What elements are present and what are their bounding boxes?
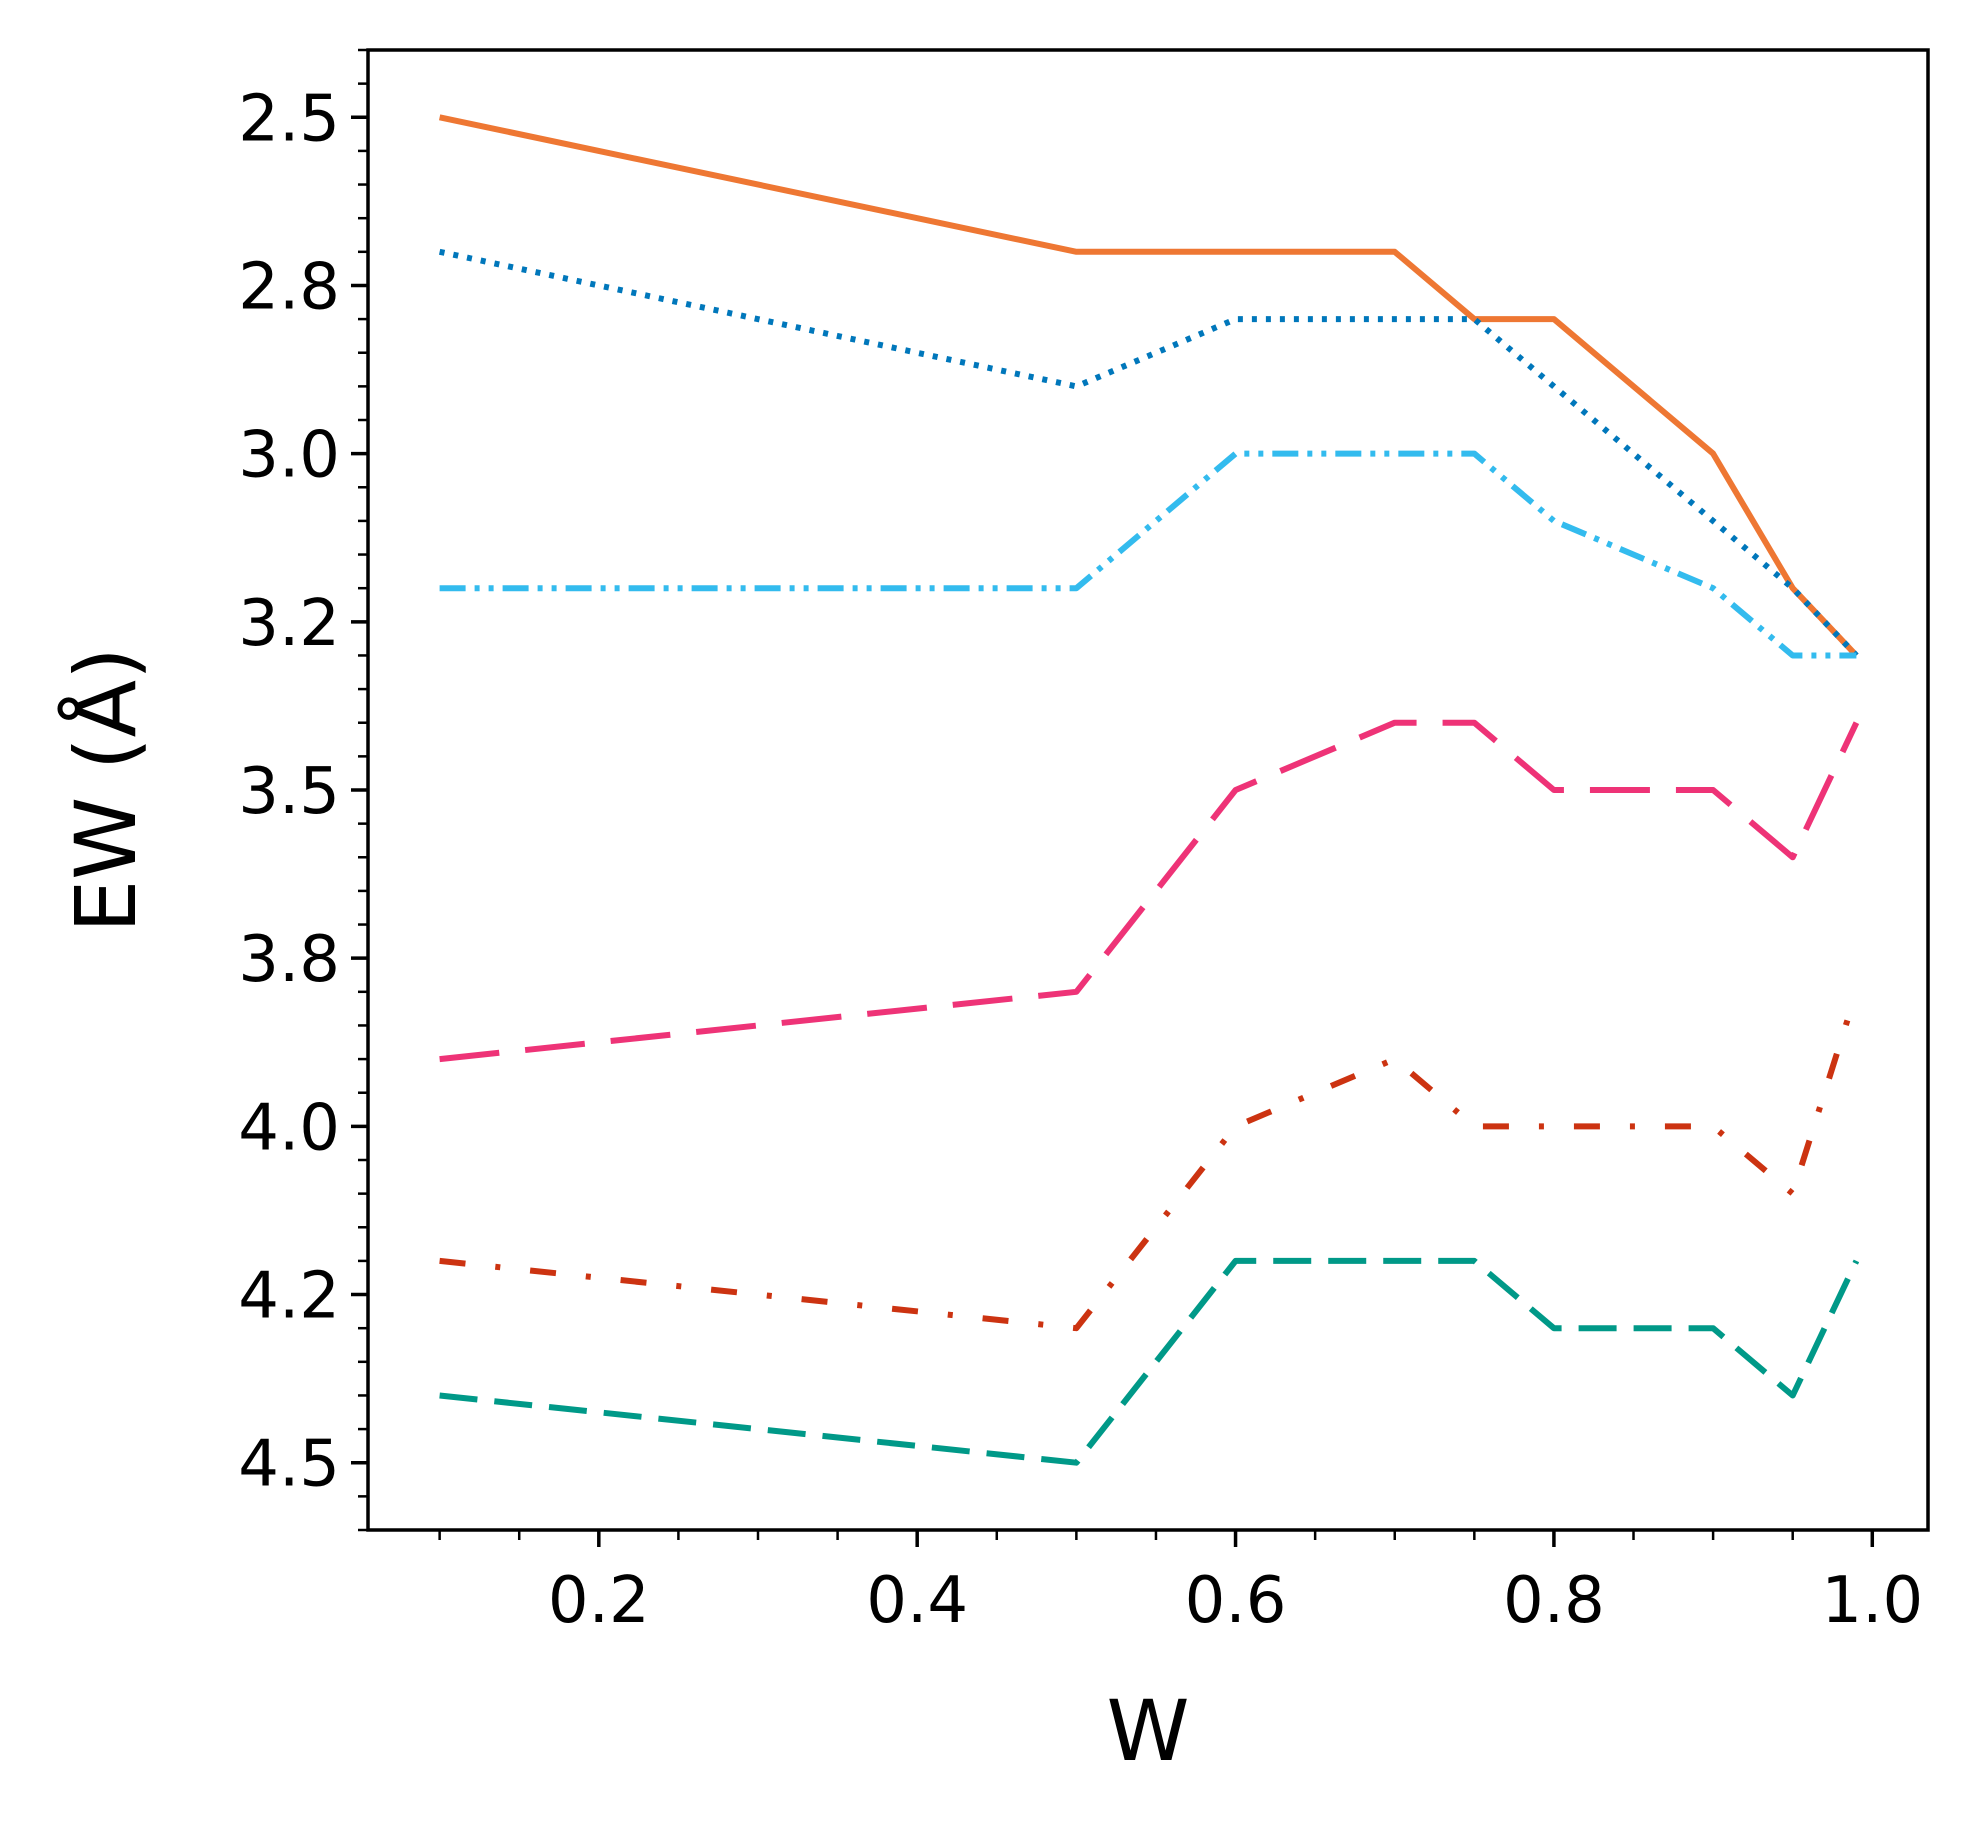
y-tick-label: 2.5 — [238, 82, 340, 156]
x-tick-label: 1.0 — [1821, 1564, 1923, 1638]
y-tick-label: 4.0 — [238, 1091, 340, 1165]
series-line-6-dashed — [439, 1257, 1860, 1466]
x-tick-label: 0.8 — [1503, 1564, 1605, 1638]
y-tick-label: 3.0 — [238, 419, 340, 493]
ticks-layer: 0.2 0.4 0.6 0.8 1.0 2.5 2.8 3.0 3.2 3.5 3.8 4.0 4.2 4… — [238, 48, 1923, 1638]
y-tick-label: 4.2 — [238, 1260, 340, 1334]
x-tick-label: 0.4 — [866, 1564, 968, 1638]
series-line-1-solid — [438, 114, 1859, 658]
series-line-3-dashdotdot — [439, 450, 1857, 659]
x-tick-label: 0.6 — [1185, 1564, 1287, 1638]
y-tick-label: 2.8 — [238, 250, 340, 324]
y-tick-label: 3.2 — [238, 587, 340, 661]
y-tick-label: 3.8 — [238, 923, 340, 997]
series-line-2-dotted — [438, 248, 1859, 658]
x-tick-label: 0.2 — [548, 1564, 650, 1638]
series-line-4-longdash — [439, 719, 1860, 1063]
y-axis-label: EW (Å) — [56, 647, 155, 933]
y-tick-label: 4.5 — [238, 1428, 340, 1502]
y-tick-label: 3.5 — [238, 755, 340, 829]
series-layer — [438, 114, 1860, 1466]
x-axis-label: W — [1106, 1682, 1189, 1780]
